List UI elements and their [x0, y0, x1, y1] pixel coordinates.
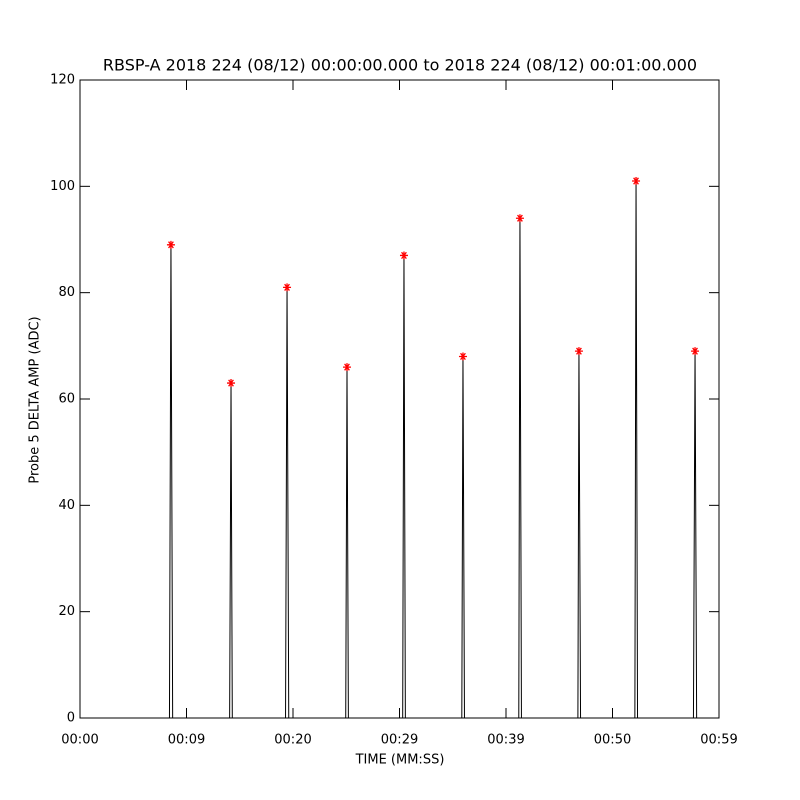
peak-marker [227, 379, 236, 388]
y-tick-label: 20 [58, 604, 75, 619]
peak-marker [632, 177, 641, 186]
x-tick-label: 00:39 [487, 733, 524, 748]
peak-marker [515, 214, 524, 223]
x-tick-label: 00:50 [594, 733, 631, 748]
y-tick-label: 100 [50, 179, 75, 194]
y-axis-label: Probe 5 DELTA AMP (ADC) [28, 316, 43, 483]
x-tick-label: 00:29 [381, 733, 418, 748]
chart-title: RBSP-A 2018 224 (08/12) 00:00:00.000 to … [103, 56, 697, 75]
x-tick-label: 00:59 [700, 733, 737, 748]
x-tick-label: 00:09 [168, 733, 205, 748]
peak-marker [691, 347, 700, 356]
y-tick-label: 60 [58, 392, 75, 407]
y-tick-label: 80 [58, 285, 75, 300]
x-tick-label: 00:00 [61, 733, 98, 748]
y-tick-label: 120 [50, 73, 75, 88]
peak-marker [399, 251, 408, 260]
peak-marker [283, 283, 292, 292]
y-tick-label: 40 [58, 498, 75, 513]
peak-marker [574, 347, 583, 356]
peak-marker [458, 352, 467, 361]
y-tick-label: 0 [67, 711, 75, 726]
data-line [80, 181, 719, 719]
x-tick-label: 00:20 [274, 733, 311, 748]
peak-marker [166, 240, 175, 249]
x-axis-label: TIME (MM:SS) [355, 753, 445, 768]
peak-marker [342, 363, 351, 372]
